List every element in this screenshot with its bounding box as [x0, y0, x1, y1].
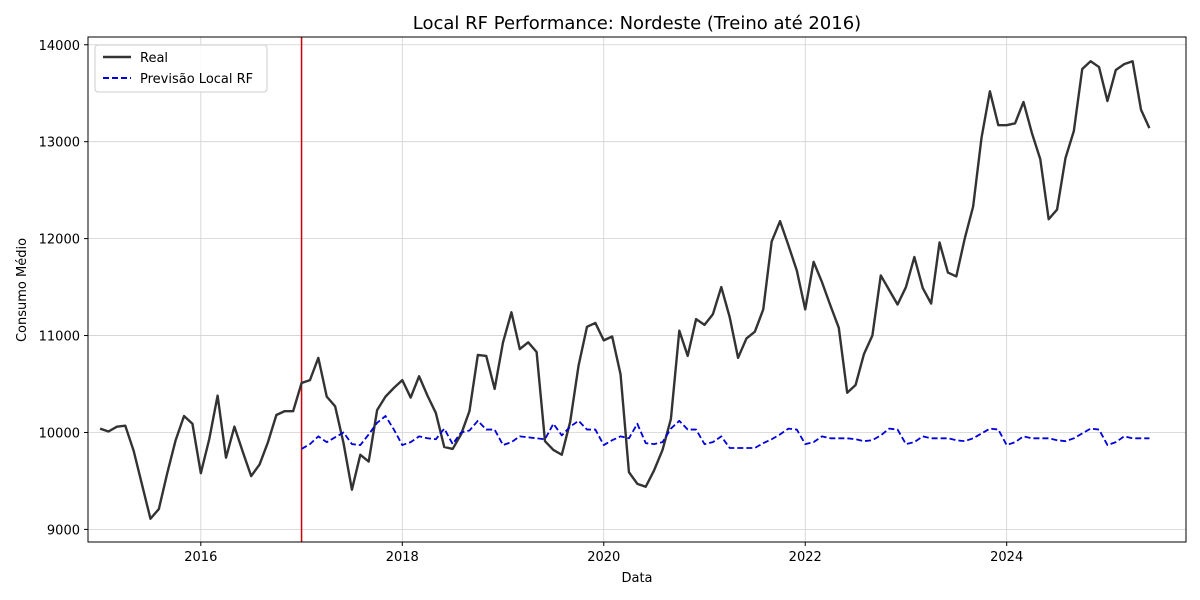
y-tick-label: 14000 [39, 39, 80, 54]
chart-title: Local RF Performance: Nordeste (Treino a… [413, 13, 861, 34]
legend: Real Previsão Local RF [94, 44, 268, 93]
x-tick-label: 2020 [587, 550, 620, 565]
y-axis: 9000 10000 11000 12000 13000 14000 [39, 39, 88, 538]
series-layer [99, 60, 1151, 520]
x-axis: 2016 2018 2020 2022 2024 [184, 542, 1023, 565]
y-tick-label: 10000 [39, 426, 80, 441]
legend-label-forecast: Previsão Local RF [140, 72, 253, 87]
x-tick-label: 2018 [386, 550, 419, 565]
y-tick-label: 9000 [47, 523, 80, 538]
x-tick-label: 2016 [184, 550, 217, 565]
y-tick-label: 13000 [39, 136, 80, 151]
x-axis-label: Data [621, 571, 652, 586]
legend-label-real: Real [140, 51, 168, 66]
x-tick-label: 2024 [990, 550, 1023, 565]
plot-frame [87, 36, 1187, 543]
series-forecast-line [301, 415, 1150, 450]
legend-box [94, 44, 268, 93]
y-tick-label: 11000 [39, 330, 80, 345]
y-axis-label: Consumo Médio [15, 238, 30, 342]
grid [88, 37, 1186, 542]
x-tick-label: 2022 [789, 550, 822, 565]
series-real-line [99, 60, 1151, 520]
y-tick-label: 12000 [39, 233, 80, 248]
